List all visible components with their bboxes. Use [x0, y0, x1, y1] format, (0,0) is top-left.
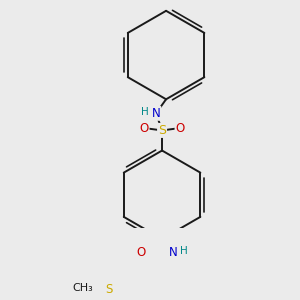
Text: O: O: [136, 245, 146, 259]
Text: CH₃: CH₃: [72, 283, 93, 293]
Text: O: O: [176, 122, 185, 135]
Text: S: S: [105, 283, 112, 296]
Text: N: N: [152, 107, 161, 120]
Text: N: N: [169, 245, 178, 259]
Text: H: H: [180, 246, 188, 256]
Text: S: S: [158, 124, 166, 137]
Text: O: O: [139, 122, 148, 135]
Text: H: H: [141, 107, 149, 117]
